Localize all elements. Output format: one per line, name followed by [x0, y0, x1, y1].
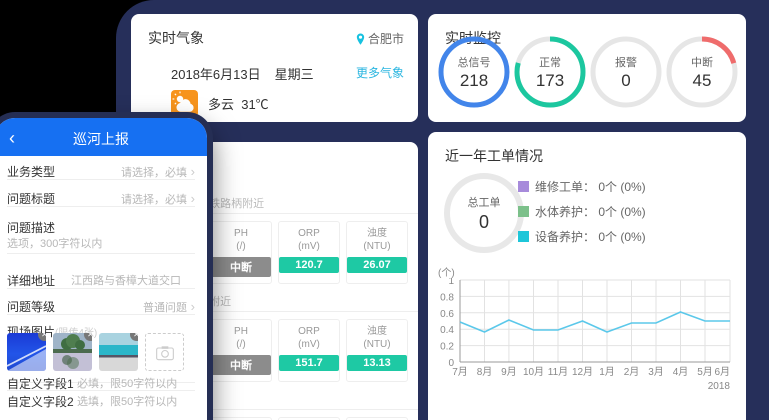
svg-text:6月: 6月: [714, 366, 730, 378]
svg-text:2018: 2018: [708, 381, 731, 392]
svg-text:9月: 9月: [501, 366, 517, 378]
svg-text:4月: 4月: [673, 366, 689, 378]
svg-text:10月: 10月: [523, 366, 544, 378]
svg-text:7月: 7月: [452, 366, 468, 378]
svg-text:0.8: 0.8: [440, 292, 454, 303]
svg-text:1: 1: [448, 278, 454, 287]
svg-text:3月: 3月: [648, 366, 664, 378]
svg-text:0.2: 0.2: [440, 342, 454, 353]
svg-text:12月: 12月: [572, 366, 593, 378]
svg-text:8月: 8月: [477, 366, 493, 378]
svg-text:0.6: 0.6: [440, 309, 454, 320]
svg-text:5月: 5月: [697, 366, 713, 378]
svg-text:1月: 1月: [599, 366, 615, 378]
svg-text:11月: 11月: [548, 366, 568, 378]
svg-text:2月: 2月: [624, 366, 640, 378]
svg-text:0.4: 0.4: [440, 325, 454, 336]
